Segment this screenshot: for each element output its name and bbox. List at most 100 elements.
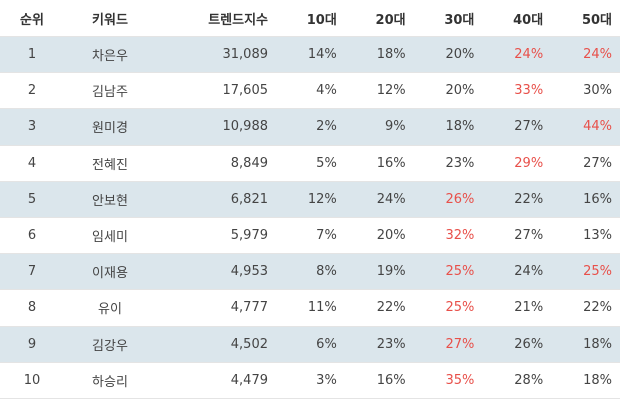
cell-age-40: 33%	[482, 72, 552, 110]
cell-age-20: 16%	[344, 145, 414, 182]
cell-rank: 9	[0, 326, 64, 363]
cell-rank: 10	[0, 362, 64, 399]
cell-trend-index: 4,953	[156, 253, 276, 291]
cell-age-30: 23%	[413, 145, 483, 182]
cell-rank: 6	[0, 217, 64, 255]
cell-trend-index: 4,777	[156, 289, 276, 327]
cell-keyword: 김남주	[64, 72, 156, 110]
cell-age-10: 12%	[276, 181, 345, 218]
cell-age-20: 9%	[344, 108, 414, 146]
header-rank: 순위	[0, 0, 64, 37]
cell-keyword: 유이	[64, 289, 156, 327]
cell-age-50: 27%	[551, 145, 620, 182]
cell-keyword: 원미경	[64, 108, 156, 146]
cell-age-50: 24%	[551, 36, 620, 74]
cell-age-40: 27%	[482, 108, 552, 146]
cell-age-20: 22%	[344, 289, 414, 327]
cell-age-30: 25%	[413, 289, 483, 327]
header-age-30: 30대	[413, 0, 483, 37]
header-age-20: 20대	[344, 0, 414, 37]
cell-keyword: 김강우	[64, 326, 156, 363]
cell-age-30: 26%	[413, 181, 483, 218]
cell-keyword: 임세미	[64, 217, 156, 255]
cell-rank: 2	[0, 72, 64, 110]
cell-age-30: 32%	[413, 217, 483, 255]
cell-keyword: 차은우	[64, 36, 156, 74]
table-header: 순위 키워드 트렌드지수 10대 20대 30대 40대 50대	[0, 0, 620, 37]
cell-rank: 4	[0, 145, 64, 182]
cell-age-10: 2%	[276, 108, 345, 146]
cell-trend-index: 31,089	[156, 36, 276, 74]
cell-age-40: 24%	[482, 36, 552, 74]
cell-age-50: 22%	[551, 289, 620, 327]
cell-keyword: 하승리	[64, 362, 156, 399]
cell-trend-index: 4,479	[156, 362, 276, 399]
cell-age-20: 12%	[344, 72, 414, 110]
cell-age-50: 30%	[551, 72, 620, 110]
table-row: 10 하승리 4,479 3% 16% 35% 28% 18%	[0, 362, 620, 399]
cell-rank: 3	[0, 108, 64, 146]
cell-age-40: 22%	[482, 181, 552, 218]
cell-age-40: 21%	[482, 289, 552, 327]
header-age-40: 40대	[482, 0, 552, 37]
cell-age-10: 6%	[276, 326, 345, 363]
header-row: 순위 키워드 트렌드지수 10대 20대 30대 40대 50대	[0, 0, 620, 37]
cell-age-50: 13%	[551, 217, 620, 255]
cell-age-10: 5%	[276, 145, 345, 182]
cell-age-30: 20%	[413, 72, 483, 110]
table-body: 1 차은우 31,089 14% 18% 20% 24% 24% 2 김남주 17,605 4% 12%…	[0, 36, 620, 399]
header-trend-index: 트렌드지수	[156, 0, 276, 37]
cell-trend-index: 5,979	[156, 217, 276, 255]
cell-age-50: 16%	[551, 181, 620, 218]
table-row: 2 김남주 17,605 4% 12% 20% 33% 30%	[0, 72, 620, 110]
table-row: 8 유이 4,777 11% 22% 25% 21% 22%	[0, 289, 620, 327]
cell-age-30: 18%	[413, 108, 483, 146]
cell-age-10: 7%	[276, 217, 345, 255]
table-row: 6 임세미 5,979 7% 20% 32% 27% 13%	[0, 217, 620, 255]
header-age-50: 50대	[551, 0, 620, 37]
cell-age-50: 18%	[551, 326, 620, 363]
cell-keyword: 안보현	[64, 181, 156, 218]
cell-trend-index: 6,821	[156, 181, 276, 218]
cell-age-20: 20%	[344, 217, 414, 255]
cell-age-20: 24%	[344, 181, 414, 218]
header-age-10: 10대	[276, 0, 345, 37]
cell-age-30: 27%	[413, 326, 483, 363]
cell-age-40: 27%	[482, 217, 552, 255]
cell-age-20: 19%	[344, 253, 414, 291]
table-row: 9 김강우 4,502 6% 23% 27% 26% 18%	[0, 326, 620, 363]
cell-age-10: 11%	[276, 289, 345, 327]
cell-age-10: 14%	[276, 36, 345, 74]
table-row: 1 차은우 31,089 14% 18% 20% 24% 24%	[0, 36, 620, 74]
table-row: 3 원미경 10,988 2% 9% 18% 27% 44%	[0, 108, 620, 146]
table-row: 4 전혜진 8,849 5% 16% 23% 29% 27%	[0, 145, 620, 182]
cell-trend-index: 8,849	[156, 145, 276, 182]
cell-rank: 5	[0, 181, 64, 218]
cell-age-40: 29%	[482, 145, 552, 182]
cell-rank: 8	[0, 289, 64, 327]
cell-keyword: 이재용	[64, 253, 156, 291]
cell-rank: 1	[0, 36, 64, 74]
cell-age-20: 23%	[344, 326, 414, 363]
cell-age-30: 20%	[413, 36, 483, 74]
cell-age-20: 16%	[344, 362, 414, 399]
cell-age-20: 18%	[344, 36, 414, 74]
cell-age-40: 28%	[482, 362, 552, 399]
cell-keyword: 전혜진	[64, 145, 156, 182]
table-row: 5 안보현 6,821 12% 24% 26% 22% 16%	[0, 181, 620, 218]
cell-age-10: 4%	[276, 72, 345, 110]
cell-trend-index: 17,605	[156, 72, 276, 110]
cell-age-30: 35%	[413, 362, 483, 399]
cell-age-40: 26%	[482, 326, 552, 363]
cell-age-10: 3%	[276, 362, 345, 399]
header-keyword: 키워드	[64, 0, 156, 37]
cell-age-30: 25%	[413, 253, 483, 291]
cell-age-50: 25%	[551, 253, 620, 291]
cell-rank: 7	[0, 253, 64, 291]
cell-age-40: 24%	[482, 253, 552, 291]
table-row: 7 이재용 4,953 8% 19% 25% 24% 25%	[0, 253, 620, 291]
cell-age-10: 8%	[276, 253, 345, 291]
cell-age-50: 44%	[551, 108, 620, 146]
cell-age-50: 18%	[551, 362, 620, 399]
